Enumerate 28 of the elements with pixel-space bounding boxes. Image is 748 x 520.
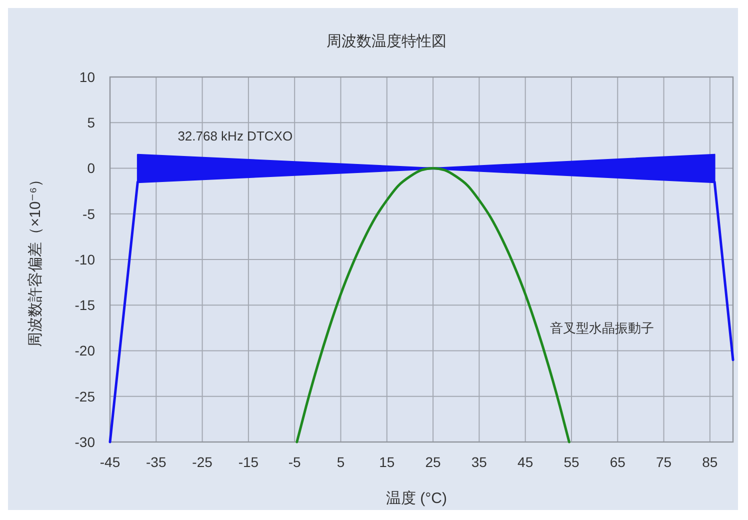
- y-axis-title: 周波数許容偏差（×10⁻⁶）: [27, 172, 44, 347]
- x-tick-label: 35: [471, 454, 488, 470]
- series-label: 音叉型水晶振動子: [550, 320, 654, 336]
- x-tick-label: -35: [146, 454, 166, 470]
- x-tick-label: 75: [656, 454, 672, 470]
- text: 32.768 kHz DTCXO: [178, 128, 293, 144]
- x-tick-label: 5: [336, 454, 345, 470]
- y-tick-label: -25: [74, 388, 96, 404]
- x-tick-label: -15: [238, 454, 259, 470]
- x-tick-label: 65: [610, 454, 626, 470]
- y-tick-label: 0: [87, 160, 96, 176]
- x-tick-label: -25: [192, 454, 213, 470]
- y-tick-label: 5: [87, 114, 96, 131]
- y-tick-label: -20: [74, 342, 96, 359]
- chart-title: 周波数温度特性図: [326, 33, 446, 50]
- x-tick-label: 45: [518, 454, 534, 470]
- x-tick-label: 25: [425, 454, 442, 470]
- x-tick-label: 55: [564, 454, 580, 470]
- y-tick-label: -30: [74, 434, 96, 450]
- y-tick-label: -5: [82, 206, 96, 222]
- x-tick-label: 15: [379, 454, 395, 470]
- y-tick-label: 10: [79, 68, 96, 85]
- x-tick-label: 85: [702, 454, 718, 470]
- y-tick-label: -10: [74, 251, 96, 268]
- x-tick-label: -45: [100, 454, 120, 470]
- x-axis-title: 温度 (°C): [386, 490, 447, 507]
- y-tick-label: -15: [74, 297, 96, 314]
- x-tick-label: -5: [288, 454, 302, 470]
